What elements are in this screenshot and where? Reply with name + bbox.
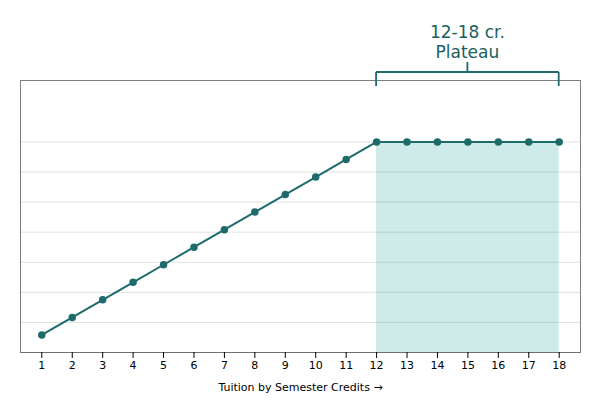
svg-text:7: 7 bbox=[221, 359, 228, 372]
svg-text:5: 5 bbox=[160, 359, 167, 372]
svg-text:15: 15 bbox=[461, 359, 475, 372]
svg-text:3: 3 bbox=[99, 359, 106, 372]
svg-text:13: 13 bbox=[400, 359, 414, 372]
svg-text:11: 11 bbox=[339, 359, 353, 372]
svg-text:12-18 cr.Plateau: 12-18 cr.Plateau bbox=[430, 22, 505, 62]
svg-text:16: 16 bbox=[491, 359, 505, 372]
svg-text:6: 6 bbox=[190, 359, 197, 372]
svg-text:17: 17 bbox=[522, 359, 536, 372]
svg-text:4: 4 bbox=[130, 359, 137, 372]
svg-text:Tuition by Semester Credits →: Tuition by Semester Credits → bbox=[217, 381, 382, 394]
svg-text:14: 14 bbox=[430, 359, 444, 372]
svg-text:12: 12 bbox=[370, 359, 384, 372]
svg-text:8: 8 bbox=[251, 359, 258, 372]
svg-text:9: 9 bbox=[282, 359, 289, 372]
svg-text:2: 2 bbox=[69, 359, 76, 372]
svg-text:1: 1 bbox=[38, 359, 45, 372]
svg-text:10: 10 bbox=[309, 359, 323, 372]
svg-text:18: 18 bbox=[552, 359, 566, 372]
